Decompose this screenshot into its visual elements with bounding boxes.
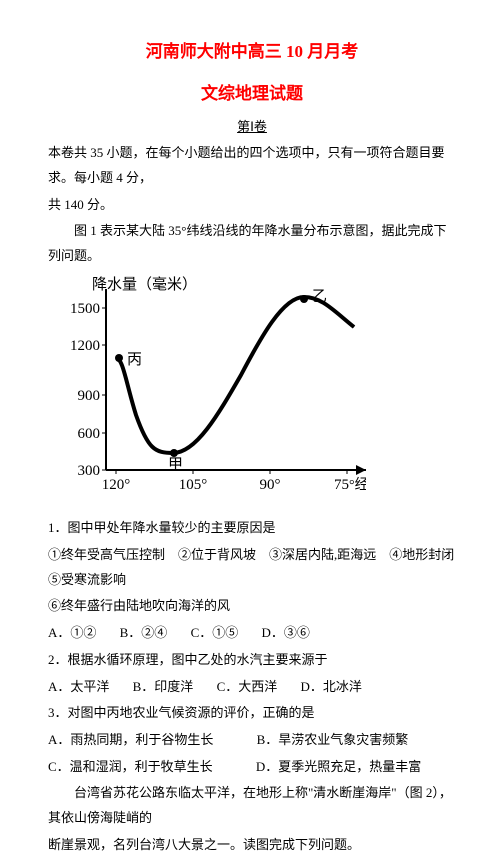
x-tick-120: 120°: [102, 477, 131, 493]
y-tick-600: 600: [78, 426, 101, 442]
q1-opt-c: C．①⑤: [191, 625, 239, 640]
y-axis-label: 降水量（毫米）: [92, 275, 197, 293]
x-tick-75: 75: [334, 477, 349, 493]
q3-opt-a: A．雨热同期，利于谷物生长: [48, 732, 213, 747]
label-bing: 丙: [127, 352, 142, 368]
label-jia: 甲: [168, 457, 183, 473]
x-axis-arrow-icon: [356, 465, 366, 475]
x-unit: °经度: [349, 477, 366, 493]
section-label: 第Ⅰ卷: [48, 115, 456, 140]
q3-options-row1: A．雨热同期，利于谷物生长 B．旱涝农业气象灾害频繁: [48, 728, 456, 753]
chart-svg: 降水量（毫米） 300 600 900 1200 1500 120° 105° …: [56, 275, 366, 500]
intro-line2: 共 140 分。: [48, 193, 456, 218]
q2-opt-d: D．北冰洋: [300, 679, 361, 694]
title-sub: 文综地理试题: [48, 78, 456, 110]
point-bing: [115, 354, 123, 362]
q1-stem: 1．图中甲处年降水量较少的主要原因是: [48, 516, 456, 541]
q3-opt-c: C．温和湿润，利于牧草生长: [48, 759, 213, 774]
label-yi: 乙: [312, 289, 327, 305]
q3-opt-d: D．夏季光照充足，热量丰富: [256, 759, 421, 774]
y-tick-900: 900: [78, 388, 101, 404]
fig-intro: 图 1 表示某大陆 35°纬线沿线的年降水量分布示意图，据此完成下列问题。: [48, 219, 456, 268]
q1-opt-b: B．②④: [120, 625, 168, 640]
intro-line1: 本卷共 35 小题，在每个小题给出的四个选项中，只有一项符合题目要求。每小题 4…: [48, 141, 456, 190]
q1-options: A．①② B．②④ C．①⑤ D．③⑥: [48, 621, 456, 646]
y-tick-1500: 1500: [70, 301, 100, 317]
q2-opt-c: C．大西洋: [217, 679, 278, 694]
title-main: 河南师大附中高三 10 月月考: [48, 36, 456, 68]
q2-options: A．太平洋 B．印度洋 C．大西洋 D．北冰洋: [48, 675, 456, 700]
precip-curve: [116, 297, 354, 453]
point-jia: [170, 449, 178, 457]
passage2-line1: 台湾省苏花公路东临太平洋，在地形上称"清水断崖海岸"（图 2），其依山傍海陡峭的: [48, 781, 456, 830]
q2-opt-a: A．太平洋: [48, 679, 109, 694]
point-yi: [300, 295, 308, 303]
q3-opt-b: B．旱涝农业气象灾害频繁: [257, 732, 409, 747]
y-tick-300: 300: [78, 463, 101, 479]
q2-stem: 2．根据水循环原理，图中乙处的水汽主要来源于: [48, 648, 456, 673]
q1-circled-opts: ①终年受高气压控制 ②位于背风坡 ③深居内陆,距海远 ④地形封闭 ⑤受寒流影响: [48, 543, 456, 592]
q1-circled-opts2: ⑥终年盛行由陆地吹向海洋的风: [48, 594, 456, 619]
q3-options-row2: C．温和湿润，利于牧草生长 D．夏季光照充足，热量丰富: [48, 755, 456, 780]
passage2-line2: 断崖景观，名列台湾八大景之一。读图完成下列问题。: [48, 833, 456, 857]
q3-stem: 3．对图中丙地农业气候资源的评价，正确的是: [48, 701, 456, 726]
curve-back: [116, 297, 354, 453]
y-tick-1200: 1200: [70, 338, 100, 354]
q2-opt-b: B．印度洋: [133, 679, 194, 694]
precipitation-chart: 降水量（毫米） 300 600 900 1200 1500 120° 105° …: [56, 275, 456, 509]
q1-opt-d: D．③⑥: [261, 625, 309, 640]
x-tick-90: 90°: [260, 477, 281, 493]
q1-opt-a: A．①②: [48, 625, 96, 640]
x-tick-105: 105°: [179, 477, 208, 493]
